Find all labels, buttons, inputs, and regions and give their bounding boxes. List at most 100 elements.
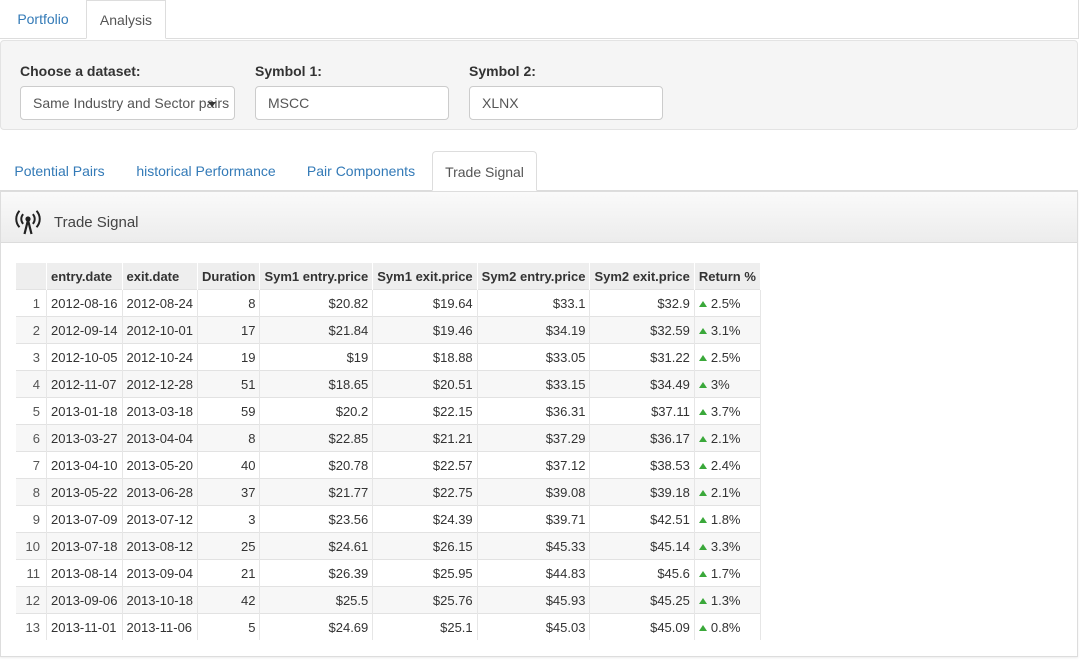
return-cell: 2.5% (694, 343, 761, 371)
symbol1-label: Symbol 1: (255, 63, 322, 79)
row-index-cell: 1 (16, 289, 47, 317)
table-row: 9 2013-07-09 2013-07-12 3 $23.56 $24.39 $39.71… (16, 505, 761, 533)
table-cell: $37.11 (589, 397, 695, 425)
table-cell: $26.15 (372, 532, 478, 560)
tab-trade-signal[interactable]: Trade Signal (432, 151, 537, 191)
return-cell: 2.1% (694, 424, 761, 452)
table-cell: $25.76 (372, 586, 478, 614)
tab-pair-components[interactable]: Pair Components (306, 163, 416, 179)
column-header[interactable]: entry.date (46, 263, 123, 290)
table-cell: 2013-07-09 (46, 505, 123, 533)
column-header[interactable]: Sym2 exit.price (589, 263, 695, 290)
table-cell: 40 (197, 451, 261, 479)
table-cell: $21.84 (259, 316, 374, 344)
table-cell: 59 (197, 397, 261, 425)
dataset-select-value: Same Industry and Sector pairs (33, 95, 230, 111)
table-cell: 2013-03-27 (46, 424, 123, 452)
dataset-select[interactable]: Same Industry and Sector pairs (20, 86, 235, 120)
table-cell: 8 (197, 289, 261, 317)
table-cell: $22.15 (372, 397, 478, 425)
column-header[interactable]: Duration (197, 263, 261, 290)
return-value: 0.8% (710, 619, 741, 635)
table-cell: 2013-11-01 (46, 613, 123, 640)
panel-title: Trade Signal (54, 214, 139, 231)
table-row: 1 2012-08-16 2012-08-24 8 $20.82 $19.64 $33.1 $… (16, 289, 761, 317)
table-row: 12 2013-09-06 2013-10-18 42 $25.5 $25.76 $45.9… (16, 586, 761, 614)
return-cell: 1.8% (694, 505, 761, 533)
table-cell: $42.51 (589, 505, 695, 533)
up-arrow-icon (698, 489, 707, 496)
up-arrow-icon (698, 300, 707, 307)
up-arrow-icon (698, 408, 707, 415)
column-header[interactable]: Return % (694, 263, 761, 290)
row-index-cell: 4 (16, 370, 47, 398)
trade-signal-panel: Trade Signal entry.date exit.date Durati… (0, 191, 1078, 657)
table-cell: 2013-09-04 (122, 559, 198, 587)
table-cell: $24.39 (372, 505, 478, 533)
column-header[interactable]: Sym1 entry.price (259, 263, 374, 290)
table-cell: 2013-08-12 (122, 532, 198, 560)
table-cell: 2013-05-22 (46, 478, 123, 506)
table-cell: $32.59 (589, 316, 695, 344)
table-cell: 8 (197, 424, 261, 452)
return-cell: 1.3% (694, 586, 761, 614)
return-value: 1.3% (710, 592, 741, 608)
dataset-label: Choose a dataset: (20, 63, 141, 79)
return-value: 3.3% (710, 538, 741, 554)
table-cell: $20.82 (259, 289, 374, 317)
tab-portfolio[interactable]: Portfolio (17, 11, 69, 27)
row-index-cell: 12 (16, 586, 47, 614)
table-cell: 2013-07-18 (46, 532, 123, 560)
symbol2-input[interactable]: XLNX (469, 86, 663, 120)
return-value: 3% (710, 376, 730, 392)
symbol2-label: Symbol 2: (469, 63, 536, 79)
table-cell: $23.56 (259, 505, 374, 533)
analysis-subtabs: Potential Pairs historical Performance P… (0, 151, 1078, 191)
tab-historical-performance[interactable]: historical Performance (136, 163, 276, 179)
table-cell: $24.69 (259, 613, 374, 640)
table-cell: $20.2 (259, 397, 374, 425)
symbol1-input[interactable]: MSCC (255, 86, 449, 120)
row-index-cell: 3 (16, 343, 47, 371)
table-cell: $19 (259, 343, 374, 371)
row-index-cell: 5 (16, 397, 47, 425)
column-header[interactable]: Sym1 exit.price (372, 263, 478, 290)
up-arrow-icon (698, 543, 707, 550)
table-cell: $25.5 (259, 586, 374, 614)
table-cell: $34.19 (477, 316, 591, 344)
table-row: 2 2012-09-14 2012-10-01 17 $21.84 $19.46 $34.1… (16, 316, 761, 344)
table-cell: 17 (197, 316, 261, 344)
table-cell: $44.83 (477, 559, 591, 587)
table-cell: 2013-11-06 (122, 613, 198, 640)
table-cell: $45.14 (589, 532, 695, 560)
column-header[interactable]: exit.date (122, 263, 198, 290)
tab-potential-pairs[interactable]: Potential Pairs (14, 163, 105, 179)
table-cell: $37.29 (477, 424, 591, 452)
table-cell: $39.08 (477, 478, 591, 506)
table-cell: 51 (197, 370, 261, 398)
up-arrow-icon (698, 381, 707, 388)
table-cell: $45.93 (477, 586, 591, 614)
table-cell: $21.77 (259, 478, 374, 506)
table-cell: 2012-11-07 (46, 370, 123, 398)
row-index-cell: 13 (16, 613, 47, 640)
row-index-cell: 11 (16, 559, 47, 587)
table-cell: $33.15 (477, 370, 591, 398)
tab-analysis[interactable]: Analysis (86, 0, 166, 39)
table-cell: 2012-09-14 (46, 316, 123, 344)
up-arrow-icon (698, 516, 707, 523)
return-value: 2.1% (710, 430, 741, 446)
return-value: 2.1% (710, 484, 741, 500)
column-header[interactable]: Sym2 entry.price (477, 263, 591, 290)
table-row: 7 2013-04-10 2013-05-20 40 $20.78 $22.57 $37.1… (16, 451, 761, 479)
row-index-cell: 6 (16, 424, 47, 452)
table-cell: 2012-10-01 (122, 316, 198, 344)
table-cell: 2013-10-18 (122, 586, 198, 614)
table-cell: $18.88 (372, 343, 478, 371)
return-value: 2.5% (710, 349, 741, 365)
table-cell: 2012-10-24 (122, 343, 198, 371)
return-cell: 2.4% (694, 451, 761, 479)
table-cell: 2013-05-20 (122, 451, 198, 479)
table-cell: $19.46 (372, 316, 478, 344)
table-cell: 25 (197, 532, 261, 560)
